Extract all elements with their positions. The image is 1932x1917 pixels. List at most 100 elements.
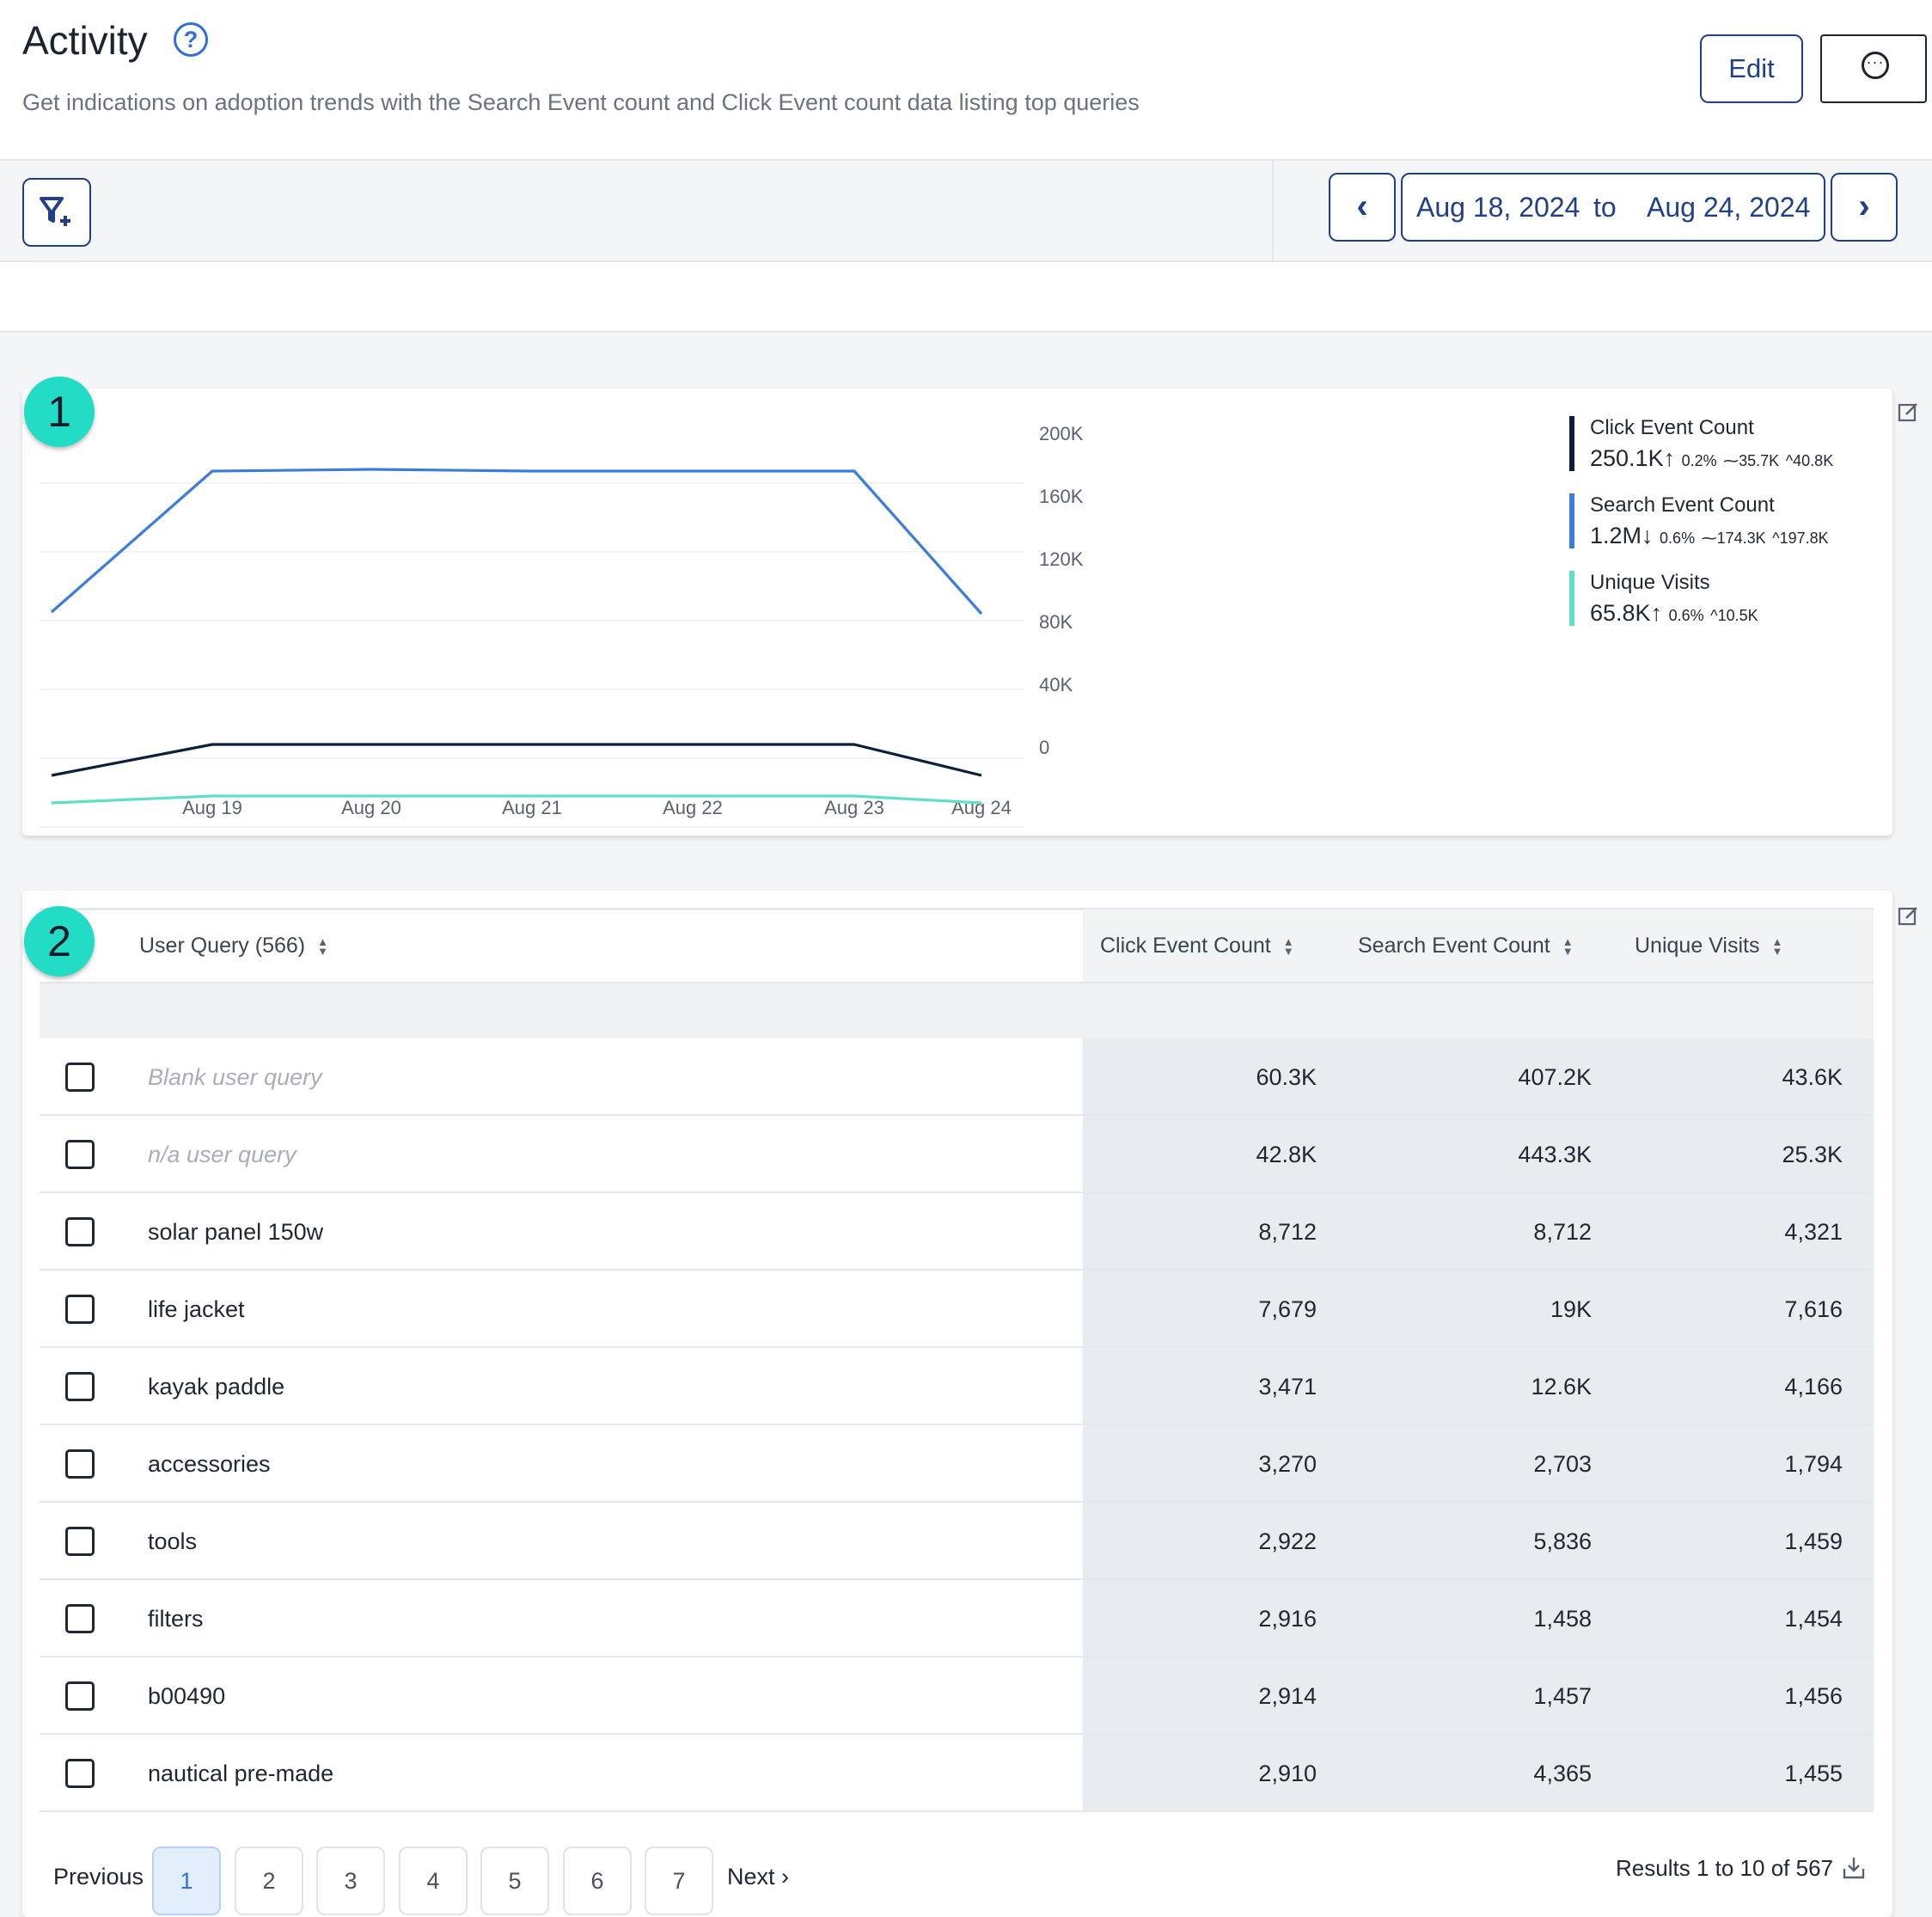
- more-options-button[interactable]: ···: [1820, 34, 1927, 103]
- row-divider: [40, 1424, 1874, 1425]
- row-divider: [40, 1578, 1874, 1580]
- more-icon: ···: [1862, 52, 1889, 79]
- series-line-unique-visits[interactable]: [51, 794, 982, 805]
- user-query-cell: filters: [148, 1606, 204, 1632]
- legend-label: Click Event Count: [1590, 416, 1754, 439]
- search-event-count-cell: 4,365: [1533, 1761, 1592, 1786]
- click-event-count-cell: 3,270: [1258, 1451, 1317, 1477]
- user-query-cell: b00490: [148, 1683, 226, 1709]
- sort-icon: ▲ ▼: [317, 935, 328, 958]
- click-event-count-cell: 60.3K: [1256, 1064, 1317, 1090]
- click-event-count-cell: 42.8K: [1256, 1142, 1317, 1167]
- search-event-count-cell: 1,458: [1533, 1606, 1592, 1632]
- activity-line-chart: 200K 160K 120K 80K 40K 0 Aug 19 Aug 20 Aug 21 Aug…: [40, 423, 1084, 828]
- search-event-count-cell: 8,712: [1533, 1219, 1592, 1245]
- user-query-cell: accessories: [148, 1451, 271, 1477]
- metric-header-band: [1083, 910, 1874, 982]
- pagination-page-7[interactable]: 7: [645, 1847, 713, 1915]
- search-event-count-cell: 1,457: [1533, 1683, 1592, 1709]
- date-from: Aug 18, 2024: [1416, 192, 1580, 223]
- click-event-count-cell: 8,712: [1258, 1219, 1317, 1245]
- unique-visits-cell: 25.3K: [1782, 1142, 1843, 1167]
- click-event-count-cell: 2,910: [1258, 1761, 1317, 1786]
- next-period-button[interactable]: ›: [1831, 173, 1898, 242]
- page-title: Activity: [22, 18, 148, 63]
- edit-widget-icon[interactable]: [1898, 904, 1920, 927]
- chevron-right-icon: ›: [781, 1864, 790, 1889]
- click-event-count-cell: 2,922: [1258, 1528, 1317, 1554]
- y-tick-label: 0: [1039, 737, 1049, 758]
- help-icon[interactable]: ?: [174, 22, 208, 57]
- previous-period-button[interactable]: ‹: [1329, 173, 1396, 242]
- table-filter-row: [40, 982, 1874, 1038]
- row-checkbox[interactable]: [65, 1295, 95, 1324]
- pagination-previous[interactable]: Previous: [53, 1864, 144, 1889]
- click-event-count-cell: 2,916: [1258, 1606, 1317, 1632]
- row-checkbox[interactable]: [65, 1140, 95, 1169]
- user-query-cell: solar panel 150w: [148, 1219, 324, 1245]
- add-filter-button[interactable]: [22, 178, 91, 247]
- user-query-cell: kayak paddle: [148, 1374, 285, 1399]
- y-tick-label: 160K: [1039, 486, 1084, 507]
- legend-value: 65.8K↑ 0.6% ^10.5K: [1590, 600, 1758, 626]
- legend-value: 1.2M↓ 0.6% ⁓174.3K ^197.8K: [1590, 523, 1829, 548]
- pagination-page-2[interactable]: 2: [235, 1847, 303, 1915]
- legend-color-swatch: [1569, 493, 1574, 548]
- legend-value: 250.1K↑ 0.2% ⁓35.7K ^40.8K: [1590, 445, 1834, 471]
- y-tick-label: 200K: [1039, 423, 1084, 444]
- row-checkbox[interactable]: [65, 1372, 95, 1401]
- user-query-cell: Blank user query: [148, 1064, 322, 1090]
- results-summary: Results 1 to 10 of 567: [1616, 1855, 1833, 1881]
- trend-icon: ⁓: [1723, 452, 1739, 469]
- column-header-click-event-count[interactable]: Click Event Count ▲ ▼: [1100, 934, 1294, 958]
- row-checkbox[interactable]: [65, 1759, 95, 1788]
- legend-label: Unique Visits: [1590, 571, 1710, 594]
- row-checkbox[interactable]: [65, 1527, 95, 1556]
- row-checkbox[interactable]: [65, 1063, 95, 1092]
- row-divider: [40, 1191, 1874, 1193]
- row-checkbox[interactable]: [65, 1217, 95, 1246]
- unique-visits-cell: 1,454: [1784, 1606, 1843, 1632]
- pagination-page-5[interactable]: 5: [480, 1847, 549, 1915]
- series-line-search-event-count[interactable]: [50, 468, 983, 616]
- click-event-count-cell: 7,679: [1258, 1296, 1317, 1322]
- pagination-page-6[interactable]: 6: [563, 1847, 632, 1915]
- unique-visits-cell: 1,456: [1784, 1683, 1843, 1709]
- date-range-picker[interactable]: Aug 18, 2024 to Aug 24, 2024: [1401, 173, 1825, 242]
- peak-icon: ^: [1785, 452, 1794, 469]
- unique-visits-cell: 7,616: [1784, 1296, 1843, 1322]
- section-badge-1: 1: [24, 377, 95, 447]
- search-event-count-cell: 19K: [1550, 1296, 1592, 1322]
- column-header-search-event-count[interactable]: Search Event Count ▲ ▼: [1358, 934, 1574, 958]
- pagination-page-4[interactable]: 4: [399, 1847, 468, 1915]
- activity-chart-card: 200K 160K 120K 80K 40K 0 Aug 19 Aug 20 Aug 21 Aug…: [22, 389, 1892, 836]
- search-event-count-cell: 2,703: [1533, 1451, 1592, 1477]
- unique-visits-cell: 43.6K: [1782, 1064, 1843, 1090]
- peak-icon: ^: [1772, 530, 1780, 547]
- pagination-next[interactable]: Next ›: [727, 1864, 790, 1889]
- user-query-cell: tools: [148, 1528, 198, 1554]
- x-tick-label: Aug 23: [824, 797, 884, 818]
- x-tick-label: Aug 20: [341, 797, 401, 818]
- row-checkbox[interactable]: [65, 1604, 95, 1633]
- sort-icon: ▲ ▼: [1282, 935, 1294, 958]
- unique-visits-cell: 1,459: [1784, 1528, 1843, 1554]
- series-line-click-event-count[interactable]: [51, 743, 982, 777]
- legend-color-swatch: [1569, 571, 1574, 626]
- legend-color-swatch: [1569, 416, 1574, 471]
- edit-button[interactable]: Edit: [1700, 34, 1803, 103]
- pagination-page-3[interactable]: 3: [316, 1847, 385, 1915]
- peak-icon: ^: [1710, 607, 1718, 624]
- column-header-unique-visits[interactable]: Unique Visits ▲ ▼: [1635, 934, 1783, 958]
- legend-label: Search Event Count: [1590, 493, 1775, 517]
- click-event-count-cell: 2,914: [1258, 1683, 1317, 1709]
- row-checkbox[interactable]: [65, 1681, 95, 1711]
- unique-visits-cell: 1,455: [1784, 1761, 1843, 1786]
- edit-widget-icon[interactable]: [1898, 401, 1920, 423]
- pagination-page-1[interactable]: 1: [152, 1847, 221, 1915]
- download-icon[interactable]: [1841, 1855, 1867, 1881]
- y-tick-label: 40K: [1039, 674, 1073, 695]
- row-checkbox[interactable]: [65, 1449, 95, 1479]
- row-divider: [40, 1810, 1874, 1812]
- column-header-user-query[interactable]: User Query (566) ▲ ▼: [139, 934, 328, 958]
